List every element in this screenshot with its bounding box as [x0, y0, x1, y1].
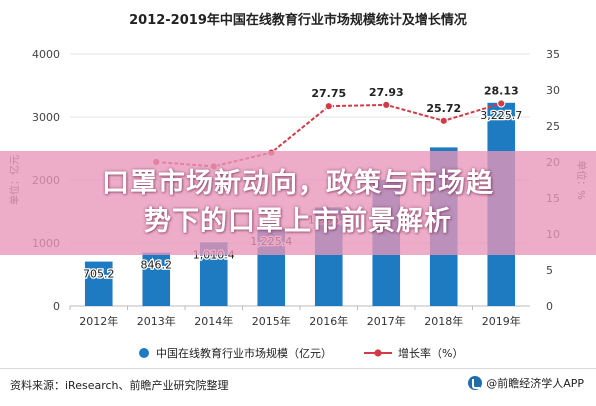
x-tick-label: 2015年	[252, 314, 291, 328]
legend-line-dot	[374, 349, 382, 357]
bar-data-label: 705.2	[83, 268, 115, 281]
brand-text: @前瞻经济学人APP	[486, 377, 584, 390]
x-tick-label: 2019年	[482, 314, 521, 328]
headline-banner	[0, 151, 596, 255]
growth-point	[497, 99, 506, 108]
y-left-tick-label: 3000	[32, 111, 60, 124]
growth-data-label: 27.93	[369, 86, 404, 99]
y-right-tick-label: 25	[546, 120, 560, 133]
x-tick-label: 2013年	[137, 314, 176, 328]
legend-bar-label: 中国在线教育行业市场规模（亿元）	[156, 346, 332, 360]
growth-data-label: 28.13	[484, 84, 519, 97]
x-tick-label: 2012年	[79, 314, 118, 328]
bar-data-label: 846.2	[141, 259, 173, 272]
x-tick-label: 2018年	[424, 314, 463, 328]
bar	[84, 261, 113, 306]
footer-divider	[0, 368, 596, 369]
headline-text[interactable]: 口罩市场新动向，政策与市场趋 势下的口罩上市前景解析	[0, 165, 596, 241]
headline-line-1: 口罩市场新动向，政策与市场趋	[102, 168, 494, 199]
x-tick-label: 2014年	[194, 314, 233, 328]
y-left-tick-label: 4000	[32, 48, 60, 61]
growth-point	[382, 100, 391, 110]
y-right-tick-label: 5	[546, 264, 553, 277]
legend-bar-marker	[139, 348, 149, 358]
growth-data-label: 25.72	[426, 102, 461, 115]
y-right-tick-label: 0	[546, 300, 553, 313]
y-right-tick-label: 35	[546, 48, 560, 61]
legend-line-label: 增长率（%）	[398, 346, 463, 360]
brand-logo-icon	[468, 376, 483, 390]
y-right-tick-label: 30	[546, 84, 560, 97]
bar-data-label: 3,225.7	[480, 109, 522, 122]
y-left-tick-label: 0	[53, 300, 60, 313]
source-note: 资料来源：iResearch、前瞻产业研究院整理	[10, 379, 229, 392]
headline-line-2: 势下的口罩上市前景解析	[144, 206, 452, 237]
brand-credit: @前瞻经济学人APP	[468, 375, 584, 391]
growth-point	[324, 102, 333, 111]
bar	[142, 252, 171, 306]
growth-point	[439, 116, 448, 125]
x-tick-label: 2017年	[367, 314, 406, 328]
x-tick-label: 2016年	[309, 314, 348, 328]
growth-data-label: 27.75	[311, 87, 346, 100]
chart-title: 2012-2019年中国在线教育行业市场规模统计及增长情况	[129, 12, 467, 28]
